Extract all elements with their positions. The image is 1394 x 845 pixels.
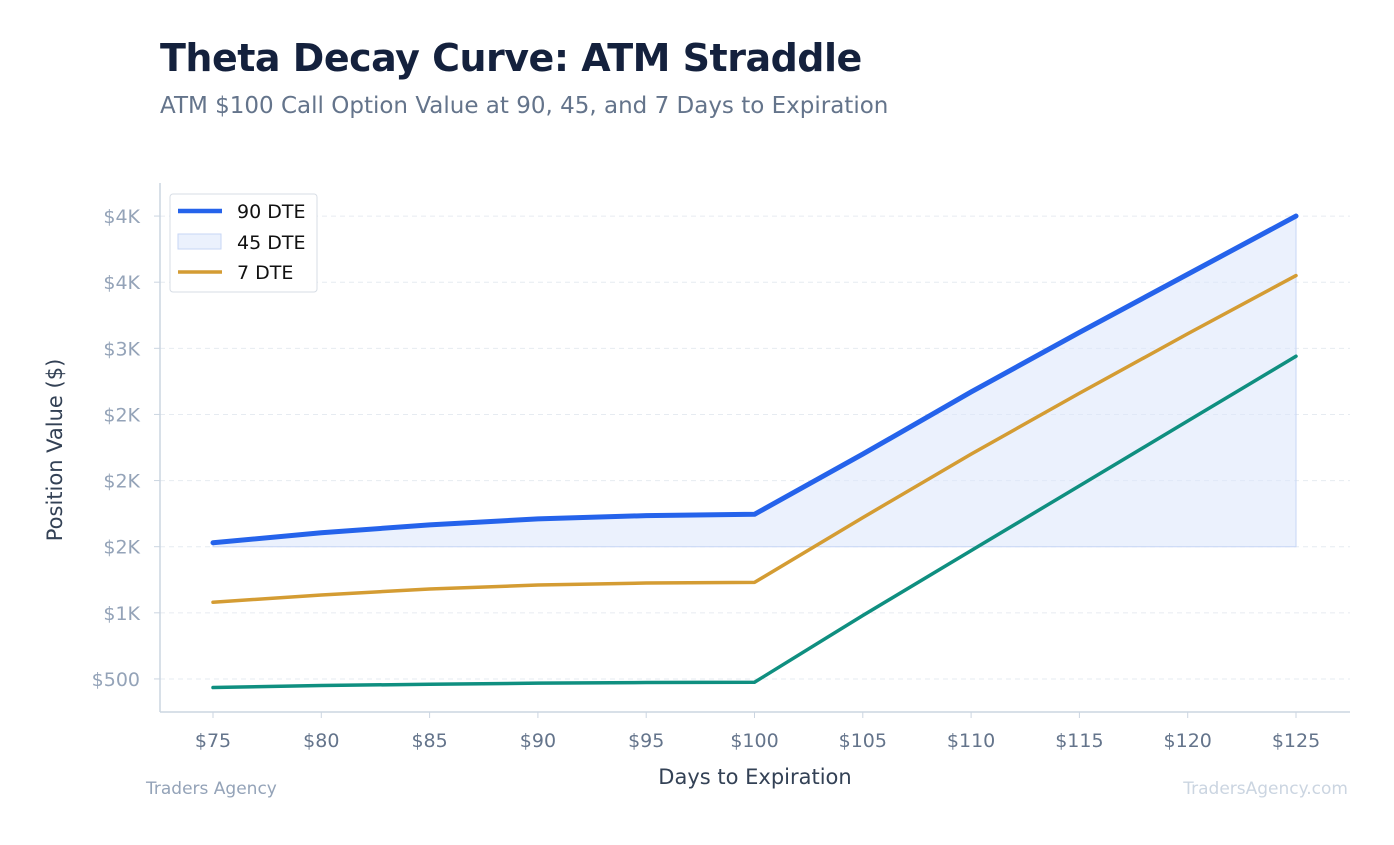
y-ticks: $500 $1K $2K $2K $2K $3K $4K $4K <box>92 206 160 691</box>
y-tick-label: $2K <box>103 537 140 559</box>
chart-title: Theta Decay Curve: ATM Straddle <box>160 36 862 80</box>
x-tick-label: $75 <box>195 730 231 752</box>
x-tick-label: $95 <box>628 730 664 752</box>
x-ticks: $75 $80 $85 $90 $95 $100 $105 $110 $115 $120 $125 <box>195 712 1320 752</box>
x-tick-label: $80 <box>303 730 339 752</box>
y-tick-label: $4K <box>103 272 140 294</box>
x-tick-label: $100 <box>730 730 778 752</box>
y-tick-label: $2K <box>103 471 140 493</box>
x-tick-label: $125 <box>1272 730 1320 752</box>
legend-label-7dte: 7 DTE <box>237 262 293 284</box>
x-tick-label: $90 <box>520 730 556 752</box>
brand-watermark-right: TradersAgency.com <box>1183 779 1348 799</box>
x-tick-label: $115 <box>1055 730 1103 752</box>
legend-label-45dte: 45 DTE <box>237 232 305 254</box>
band-45-dte <box>212 215 1297 548</box>
legend: 90 DTE 45 DTE 7 DTE <box>169 193 318 293</box>
x-tick-label: $85 <box>411 730 447 752</box>
legend-box <box>169 193 318 293</box>
line-90-dte <box>210 213 1299 546</box>
legend-swatch-45dte <box>177 233 222 250</box>
chart-subtitle: ATM $100 Call Option Value at 90, 45, an… <box>160 93 889 119</box>
y-tick-label: $4K <box>103 206 140 228</box>
band-layer <box>212 215 1297 548</box>
brand-watermark-left: Traders Agency <box>146 779 277 799</box>
x-tick-label: $105 <box>839 730 887 752</box>
legend-label-90dte: 90 DTE <box>237 201 305 223</box>
x-axis-label: Days to Expiration <box>658 765 851 789</box>
line-series-3 <box>211 354 1298 690</box>
y-tick-label: $500 <box>92 669 140 691</box>
x-tick-label: $120 <box>1164 730 1212 752</box>
y-tick-label: $3K <box>103 338 140 360</box>
y-tick-label: $2K <box>103 404 140 426</box>
y-tick-label: $1K <box>103 603 140 625</box>
x-tick-label: $110 <box>947 730 995 752</box>
series-lines <box>210 213 1299 690</box>
y-axis-label: Position Value ($) <box>43 359 67 542</box>
line-7-dte <box>211 273 1298 604</box>
